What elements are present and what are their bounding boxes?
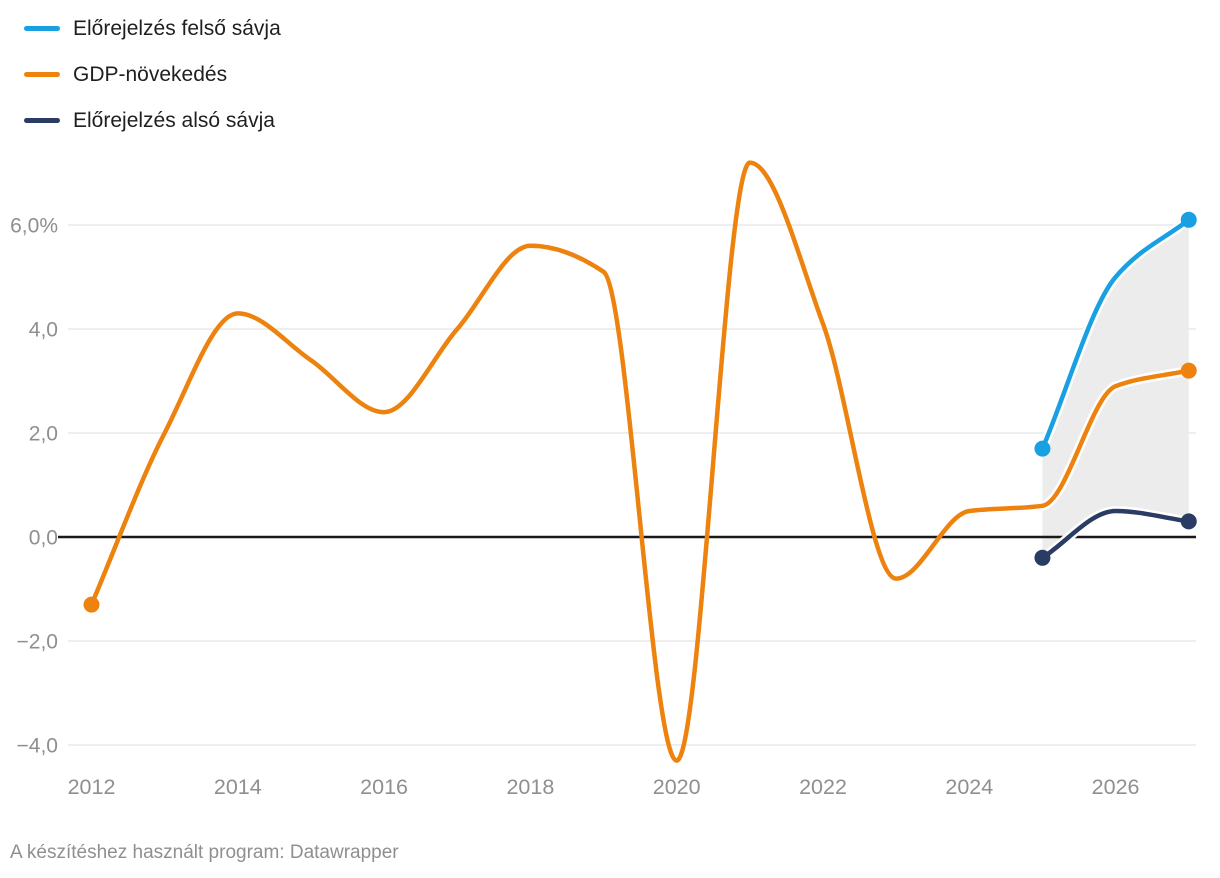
forecast-lower-swatch-icon xyxy=(24,118,60,123)
legend-item-forecast-lower: Előrejelzés alsó sávja xyxy=(24,108,281,133)
forecast-lower-endpoint-dot xyxy=(1180,513,1197,530)
y-tick-label: −2,0 xyxy=(17,631,58,654)
gdp-growth-endpoint-dot xyxy=(1180,362,1197,379)
y-tick-label: 6,0% xyxy=(10,215,58,238)
x-tick-label: 2012 xyxy=(68,775,116,799)
legend-item-gdp-growth: GDP-növekedés xyxy=(24,62,281,87)
x-tick-label: 2016 xyxy=(360,775,408,799)
y-tick-label: 0,0 xyxy=(29,527,58,550)
x-tick-label: 2020 xyxy=(653,775,701,799)
forecast-upper-endpoint-dot xyxy=(1180,211,1197,228)
line-forecast-lower xyxy=(1040,508,1191,561)
forecast-lower-endpoint-dot xyxy=(1034,549,1051,566)
x-tick-label: 2024 xyxy=(945,775,993,799)
gdp-growth-swatch-icon xyxy=(24,72,60,77)
x-tick-label: 2022 xyxy=(799,775,847,799)
y-tick-label: 2,0 xyxy=(29,423,58,446)
chart-legend: Előrejelzés felső sávja GDP-növekedés El… xyxy=(24,16,281,154)
y-tick-label: 4,0 xyxy=(29,319,58,342)
forecast-upper-endpoint-dot xyxy=(1034,440,1051,457)
x-tick-label: 2018 xyxy=(506,775,554,799)
line-gdp-growth xyxy=(89,160,1191,763)
forecast-upper-swatch-icon xyxy=(24,26,60,31)
x-tick-label: 2026 xyxy=(1092,775,1140,799)
legend-label: GDP-növekedés xyxy=(73,63,228,86)
line-forecast-upper xyxy=(1040,217,1191,451)
y-tick-label: −4,0 xyxy=(17,735,58,758)
gdp-growth-endpoint-dot xyxy=(83,596,100,613)
legend-label: Előrejelzés alsó sávja xyxy=(73,109,275,132)
x-tick-label: 2014 xyxy=(214,775,262,799)
attribution-text: A készítéshez használt program: Datawrap… xyxy=(10,842,399,863)
legend-item-forecast-upper: Előrejelzés felső sávja xyxy=(24,16,281,41)
legend-label: Előrejelzés felső sávja xyxy=(73,17,281,40)
